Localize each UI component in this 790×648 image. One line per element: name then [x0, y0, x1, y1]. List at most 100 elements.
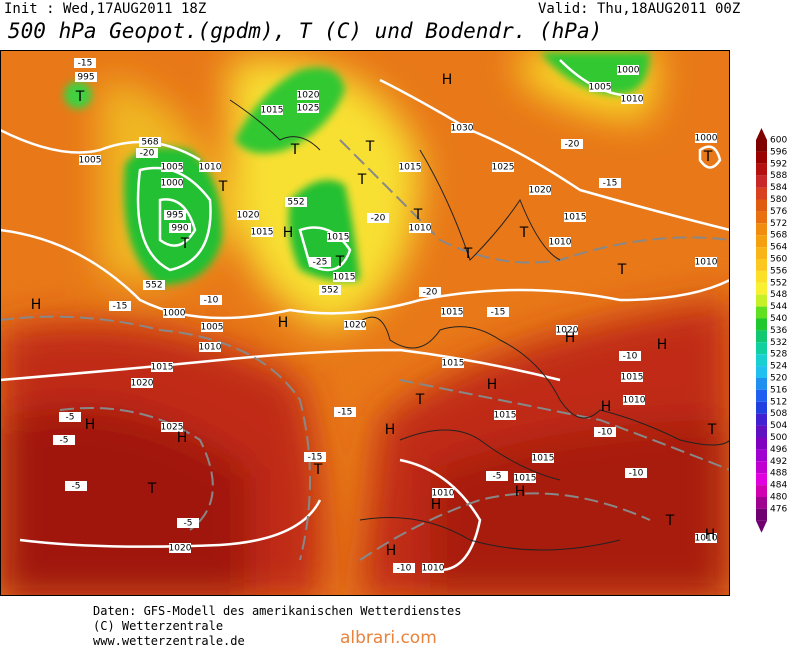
contour-label: 1025 [161, 423, 184, 433]
contour-label: -25 [313, 258, 328, 268]
pressure-center: T [290, 142, 300, 158]
label-box [131, 378, 153, 388]
contour-label: -10 [204, 296, 219, 306]
colorbar-label: 476 [770, 504, 787, 514]
label-box [136, 148, 158, 158]
colorbar-label: 492 [770, 457, 787, 467]
pressure-center: H [442, 72, 453, 88]
valid-time: Valid: Thu,18AUG2011 00Z [538, 1, 740, 17]
label-box [556, 325, 578, 335]
label-box [161, 162, 183, 172]
colorbar-swatch [756, 449, 767, 462]
pressure-center: H [601, 399, 612, 415]
colorbar-label: 572 [770, 219, 787, 229]
contour-label: 1010 [549, 238, 572, 248]
label-box [625, 468, 647, 478]
colorbar-swatch [756, 187, 767, 200]
label-box [177, 518, 199, 528]
label-box [163, 308, 185, 318]
contour-label: 1010 [409, 224, 432, 234]
colorbar-swatch [756, 473, 767, 486]
colorbar-label: 540 [770, 314, 787, 324]
contour-label: 1000 [163, 309, 186, 319]
pressure-center: T [707, 422, 717, 438]
contour-label: 1030 [451, 124, 474, 134]
contour-label: 995 [77, 73, 94, 83]
colorbar-label: 528 [770, 350, 787, 360]
pressure-center: T [357, 172, 367, 188]
contour-label: -20 [423, 288, 438, 298]
contour-label: -15 [603, 179, 618, 189]
contour-label: 1010 [432, 489, 455, 499]
pressure-center: H [657, 337, 668, 353]
label-box [422, 563, 444, 573]
label-box [561, 139, 583, 149]
contour-label: 1015 [442, 359, 465, 369]
colorbar-label: 544 [770, 302, 787, 312]
colorbar-swatch [756, 211, 767, 224]
pressure-center: H [515, 484, 526, 500]
label-box [486, 471, 508, 481]
url: www.wetterzentrale.de [93, 634, 245, 648]
contour-label: -15 [308, 453, 323, 463]
label-box [297, 103, 319, 113]
label-box [619, 351, 641, 361]
pressure-center: H [85, 417, 96, 433]
label-box [201, 322, 223, 332]
contour-label: 1020 [297, 91, 320, 101]
label-box [695, 133, 717, 143]
colorbar-label: 536 [770, 326, 787, 336]
colorbar-label: 584 [770, 183, 787, 193]
colorbar-swatch [756, 508, 767, 521]
colorbar-swatch [756, 163, 767, 176]
contour-label: -20 [140, 149, 155, 159]
pressure-center: T [463, 246, 473, 262]
label-box [327, 232, 349, 242]
colorbar-swatch [756, 282, 767, 295]
colorbar-swatch [756, 318, 767, 331]
label-box [53, 435, 75, 445]
contour-label: 552 [321, 286, 338, 296]
label-box [199, 162, 221, 172]
pressure-center: T [703, 149, 713, 165]
contour-label: -10 [629, 469, 644, 479]
contour-label: 1015 [399, 163, 422, 173]
colorbar-label: 580 [770, 195, 787, 205]
contour-label: 1005 [79, 156, 102, 166]
source-note: Daten: GFS-Modell des amerikanischen Wet… [93, 604, 461, 618]
label-box [74, 58, 96, 68]
colorbar-swatch [756, 413, 767, 426]
contour-label: 1020 [169, 544, 192, 554]
contour-label: 990 [171, 224, 188, 234]
colorbar-label: 484 [770, 481, 787, 491]
label-box [589, 82, 611, 92]
label-box [75, 72, 97, 82]
label-box [334, 407, 356, 417]
colorbar-swatch [756, 247, 767, 259]
colorbar-swatch [756, 199, 767, 212]
label-box [333, 272, 355, 282]
pressure-center: H [487, 377, 498, 393]
colorbar-label: 532 [770, 338, 787, 348]
colorbar-top-arrow [756, 128, 767, 140]
label-box [200, 295, 222, 305]
contour-label: 1025 [492, 163, 515, 173]
colorbar-swatch [756, 401, 767, 414]
colorbar-swatch [756, 461, 767, 474]
contour-label: 1015 [327, 233, 350, 243]
label-box [285, 197, 307, 207]
label-box [441, 307, 463, 317]
label-box [161, 178, 183, 188]
colorbar-swatch [756, 366, 767, 378]
contour-label: 1005 [161, 163, 184, 173]
label-box [409, 223, 431, 233]
contour-label: 1005 [589, 83, 612, 93]
contour-label: 1015 [151, 363, 174, 373]
pressure-center: T [413, 207, 423, 223]
contour-label: 1020 [529, 186, 552, 196]
colorbar-label: 560 [770, 255, 787, 265]
contour-label: 1010 [695, 534, 718, 544]
label-box [169, 223, 191, 233]
colorbar-label: 504 [770, 421, 787, 431]
init-time: Init : Wed,17AUG2011 18Z [4, 1, 206, 17]
